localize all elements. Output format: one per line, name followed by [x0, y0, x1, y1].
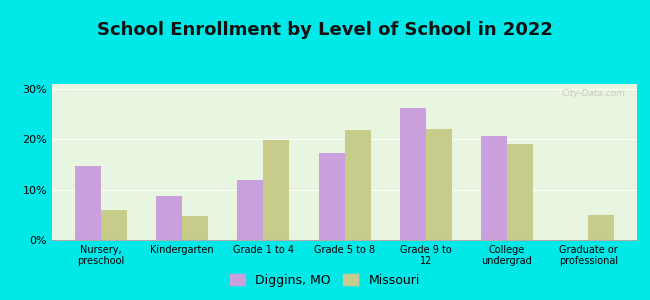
- Bar: [426, 129, 452, 240]
- Bar: [318, 153, 344, 240]
- Bar: [263, 140, 289, 240]
- Bar: [588, 215, 614, 240]
- Bar: [400, 108, 426, 240]
- Bar: [237, 180, 263, 240]
- Bar: [75, 166, 101, 240]
- Text: City-Data.com: City-Data.com: [562, 89, 625, 98]
- Legend: Diggins, MO, Missouri: Diggins, MO, Missouri: [226, 270, 424, 291]
- Bar: [101, 210, 127, 240]
- Bar: [182, 216, 208, 240]
- Text: School Enrollment by Level of School in 2022: School Enrollment by Level of School in …: [97, 21, 553, 39]
- Bar: [507, 144, 533, 240]
- Bar: [481, 136, 507, 240]
- Bar: [344, 130, 370, 240]
- Bar: [156, 196, 182, 240]
